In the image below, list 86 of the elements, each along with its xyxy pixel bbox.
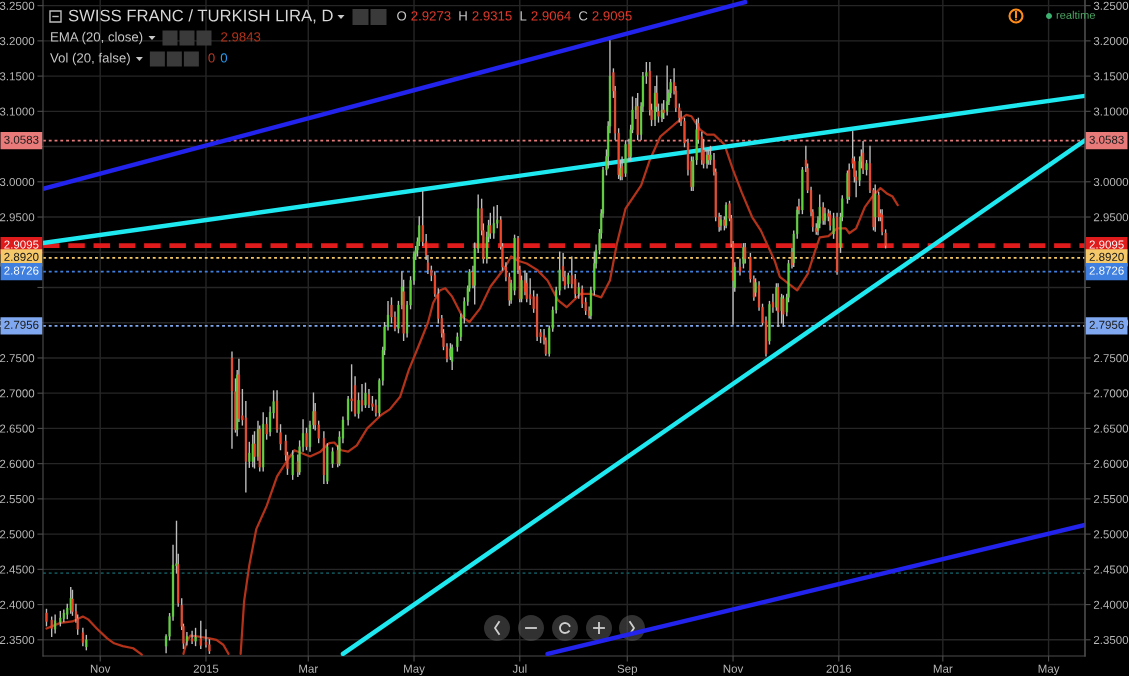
- ref-line-label: 3.0583: [1089, 135, 1124, 144]
- y-tick-label: 3.2000: [0, 37, 35, 46]
- y2-tick-label: 3.2500: [1093, 1, 1129, 10]
- candlestick: [624, 140, 627, 177]
- text: 3.0583: [4, 135, 39, 144]
- ref-line-label: 2.9095: [4, 240, 39, 249]
- x-tick-label: Sep: [617, 664, 638, 676]
- x-tick-label: 2016: [826, 664, 852, 673]
- candlestick: [574, 274, 577, 299]
- annotation: 0: [220, 53, 228, 63]
- candlestick: [492, 206, 495, 239]
- y2-tick-label: 2.4500: [1093, 565, 1129, 574]
- candlestick: [364, 382, 367, 408]
- y2-tick-label: 3.1000: [1093, 107, 1129, 116]
- annotation: O 2.9273 H 2.9315 L 2.9064 C 2.9095: [397, 11, 632, 21]
- x-tick-label: Nov: [90, 664, 111, 673]
- y2-tick-label: 2.9500: [1093, 213, 1129, 222]
- y2-tick-label: 2.3500: [1093, 635, 1129, 645]
- y-tick-label: 3.1000: [0, 107, 35, 116]
- ref-line-label: 2.8920: [4, 252, 39, 261]
- candlestick: [191, 630, 194, 645]
- candlestick: [305, 427, 308, 451]
- annotation: 2.9843: [221, 32, 261, 42]
- y-tick-label: 2.9500: [0, 213, 35, 222]
- y2-tick-label: 2.7500: [1093, 354, 1129, 363]
- candlestick: [50, 616, 53, 637]
- text: 2.7956: [1089, 320, 1124, 329]
- y-tick-label: 2.6000: [0, 459, 35, 468]
- x-tick-label: 2015: [193, 664, 219, 673]
- text: 2.8726: [1089, 266, 1124, 275]
- candlestick: [199, 620, 202, 649]
- y2-tick-label: 2.4000: [1093, 600, 1129, 609]
- candlestick: [194, 627, 197, 647]
- text: 2.8920: [1089, 252, 1124, 261]
- y-tick-label: 2.5000: [0, 530, 35, 539]
- candlestick: [874, 184, 877, 232]
- annotation: EMA (20, close): [51, 31, 143, 45]
- y2-tick-label: 2.6500: [1093, 424, 1129, 433]
- y-tick-label: 2.7500: [0, 354, 35, 363]
- x-tick-label: Mar: [299, 664, 318, 673]
- y2-tick-label: 3.0000: [1093, 177, 1129, 187]
- candlestick: [45, 608, 48, 627]
- candlestick: [782, 295, 785, 327]
- annotation: 0: [208, 53, 215, 63]
- ref-line-label: 2.7956: [4, 320, 39, 329]
- y-tick-label: 3.1500: [0, 72, 35, 81]
- annotation: Vol (20, false): [50, 52, 130, 66]
- y2-tick-label: 3.1500: [1093, 72, 1129, 81]
- y-tick-label: 2.7000: [0, 389, 35, 398]
- chart-title: SWISS FRANC / TURKISH LIRA, D: [68, 9, 333, 24]
- text: 2.9095: [1089, 240, 1124, 249]
- y2-tick-label: 2.7000: [1093, 389, 1129, 398]
- candlestick: [525, 272, 528, 303]
- y2-tick-label: 3.2000: [1093, 37, 1129, 46]
- candlestick: [567, 272, 570, 289]
- y-tick-label: 3.2500: [0, 1, 35, 10]
- candlestick: [253, 431, 256, 469]
- candlestick: [204, 629, 208, 648]
- x-tick-label: Mar: [933, 664, 953, 673]
- candlestick: [291, 450, 294, 480]
- y-tick-label: 2.4500: [0, 565, 35, 574]
- x-tick-label: May: [1038, 664, 1060, 676]
- candlestick: [350, 364, 353, 412]
- y-tick-label: 2.4000: [0, 600, 35, 609]
- annotation: realtime: [1056, 10, 1096, 19]
- y2-tick-label: 2.6000: [1093, 459, 1129, 468]
- candlestick: [59, 610, 62, 627]
- y-tick-label: 3.0000: [0, 177, 35, 187]
- ref-line-label: 2.8726: [4, 266, 39, 275]
- candlestick: [725, 202, 728, 229]
- y2-tick-label: 2.5500: [1093, 495, 1129, 504]
- candlestick: [360, 384, 364, 412]
- x-tick-label: Nov: [723, 664, 744, 673]
- candlestick: [331, 447, 334, 468]
- candlestick: [451, 344, 454, 370]
- y-tick-label: 2.6500: [0, 424, 35, 433]
- y2-tick-label: 2.5000: [1093, 530, 1129, 539]
- y-tick-label: 2.5500: [0, 495, 35, 504]
- candlestick: [251, 434, 254, 468]
- x-tick-label: Jul: [512, 664, 527, 673]
- x-tick-label: May: [404, 664, 425, 676]
- candlestick: [832, 212, 835, 239]
- candlestick: [248, 441, 251, 468]
- y-tick-label: 2.3500: [0, 635, 35, 645]
- candlestick: [865, 159, 868, 176]
- candlestick: [744, 243, 747, 264]
